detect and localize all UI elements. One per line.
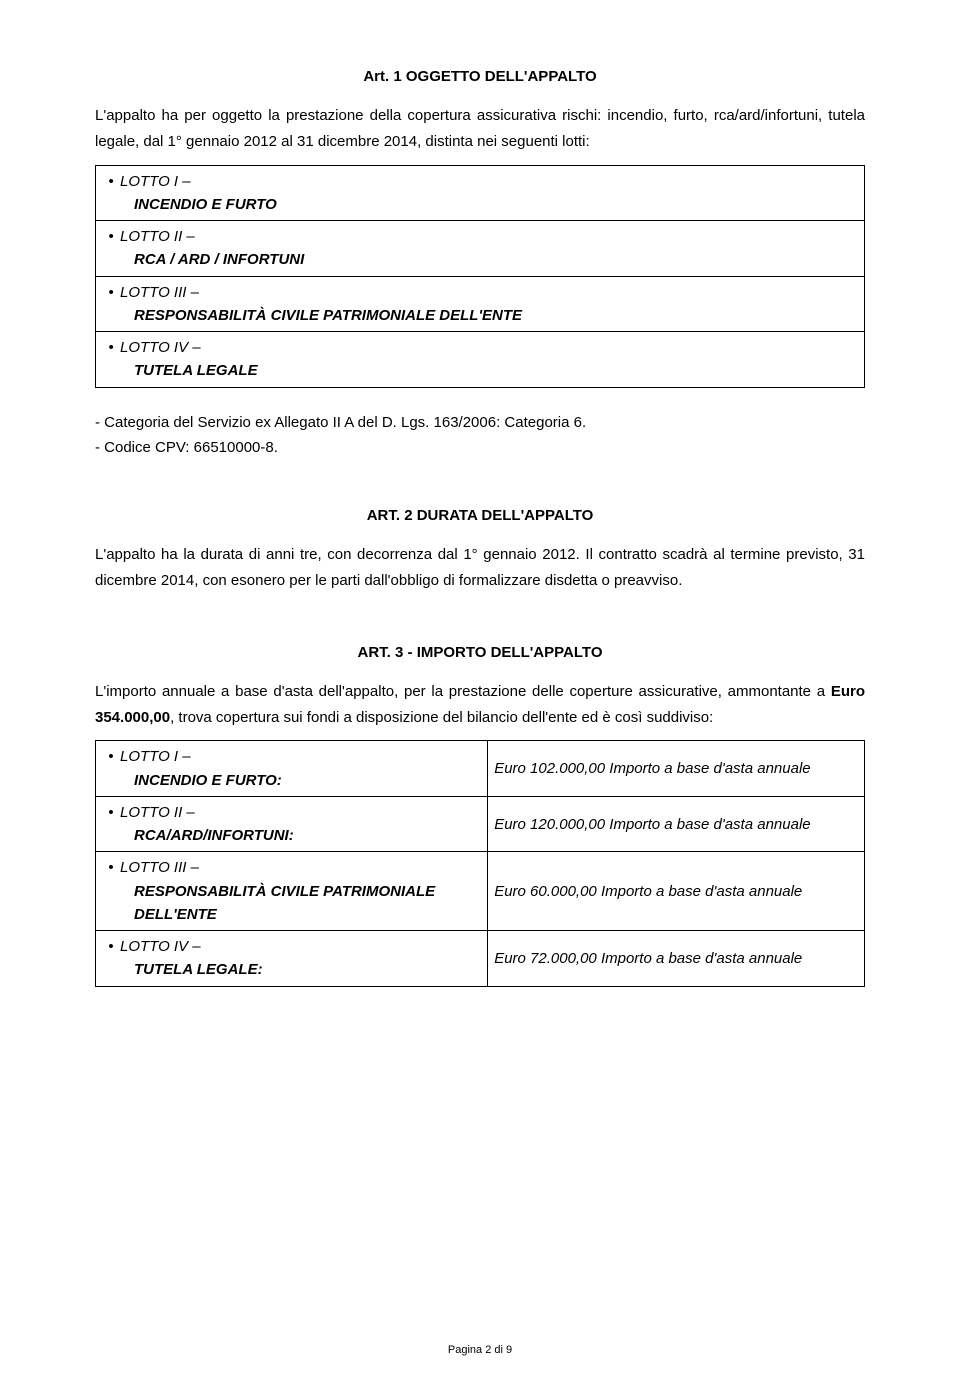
lotto-name: LOTTO II – — [120, 228, 195, 245]
art1-line2: - Codice CPV: 66510000-8. — [95, 435, 865, 461]
lotto-row: •LOTTO IV – TUTELA LEGALE — [96, 332, 864, 387]
lotto-label: TUTELA LEGALE: — [134, 958, 481, 981]
lotto-name: LOTTO I – — [120, 173, 191, 190]
art1-para1: L'appalto ha per oggetto la prestazione … — [95, 103, 865, 155]
lotto-label: RESPONSABILITÀ CIVILE PATRIMONIALE DELL'… — [134, 304, 858, 327]
lotto-label: TUTELA LEGALE — [134, 359, 858, 382]
lotto-row: •LOTTO I – INCENDIO E FURTO — [96, 166, 864, 222]
lotto-label: INCENDIO E FURTO — [134, 193, 858, 216]
amount-cell: Euro 120.000,00 Importo a base d'asta an… — [488, 796, 865, 852]
art1-line1: - Categoria del Servizio ex Allegato II … — [95, 410, 865, 436]
import-table: •LOTTO I – INCENDIO E FURTO: Euro 102.00… — [95, 740, 865, 986]
table-row: •LOTTO II – RCA/ARD/INFORTUNI: Euro 120.… — [96, 796, 865, 852]
art1-lotto-box: •LOTTO I – INCENDIO E FURTO •LOTTO II – … — [95, 165, 865, 388]
lotto-name: LOTTO III – — [120, 284, 199, 301]
amount-cell: Euro 60.000,00 Importo a base d'asta ann… — [488, 852, 865, 931]
art2-para: L'appalto ha la durata di anni tre, con … — [95, 542, 865, 594]
lotto-name: LOTTO III – — [120, 859, 199, 876]
lotto-label: RCA/ARD/INFORTUNI: — [134, 824, 481, 847]
lotto-name: LOTTO I – — [120, 748, 191, 765]
art3-title: ART. 3 - IMPORTO DELL'APPALTO — [95, 644, 865, 661]
lotto-row: •LOTTO II – RCA / ARD / INFORTUNI — [96, 221, 864, 277]
table-row: •LOTTO I – INCENDIO E FURTO: Euro 102.00… — [96, 741, 865, 797]
amount-cell: Euro 102.000,00 Importo a base d'asta an… — [488, 741, 865, 797]
lotto-name: LOTTO IV – — [120, 938, 201, 955]
lotto-name: LOTTO II – — [120, 804, 195, 821]
lotto-label: INCENDIO E FURTO: — [134, 769, 481, 792]
amount-cell: Euro 72.000,00 Importo a base d'asta ann… — [488, 931, 865, 987]
table-row: •LOTTO III – RESPONSABILITÀ CIVILE PATRI… — [96, 852, 865, 931]
lotto-label: RESPONSABILITÀ CIVILE PATRIMONIALE DELL'… — [134, 880, 481, 927]
page-footer: Pagina 2 di 9 — [0, 1344, 960, 1356]
art3-para: L'importo annuale a base d'asta dell'app… — [95, 679, 865, 731]
lotto-name: LOTTO IV – — [120, 339, 201, 356]
lotto-row: •LOTTO III – RESPONSABILITÀ CIVILE PATRI… — [96, 277, 864, 333]
table-row: •LOTTO IV – TUTELA LEGALE: Euro 72.000,0… — [96, 931, 865, 987]
art1-title: Art. 1 OGGETTO DELL'APPALTO — [95, 68, 865, 85]
art2-title: ART. 2 DURATA DELL'APPALTO — [95, 507, 865, 524]
lotto-label: RCA / ARD / INFORTUNI — [134, 248, 858, 271]
